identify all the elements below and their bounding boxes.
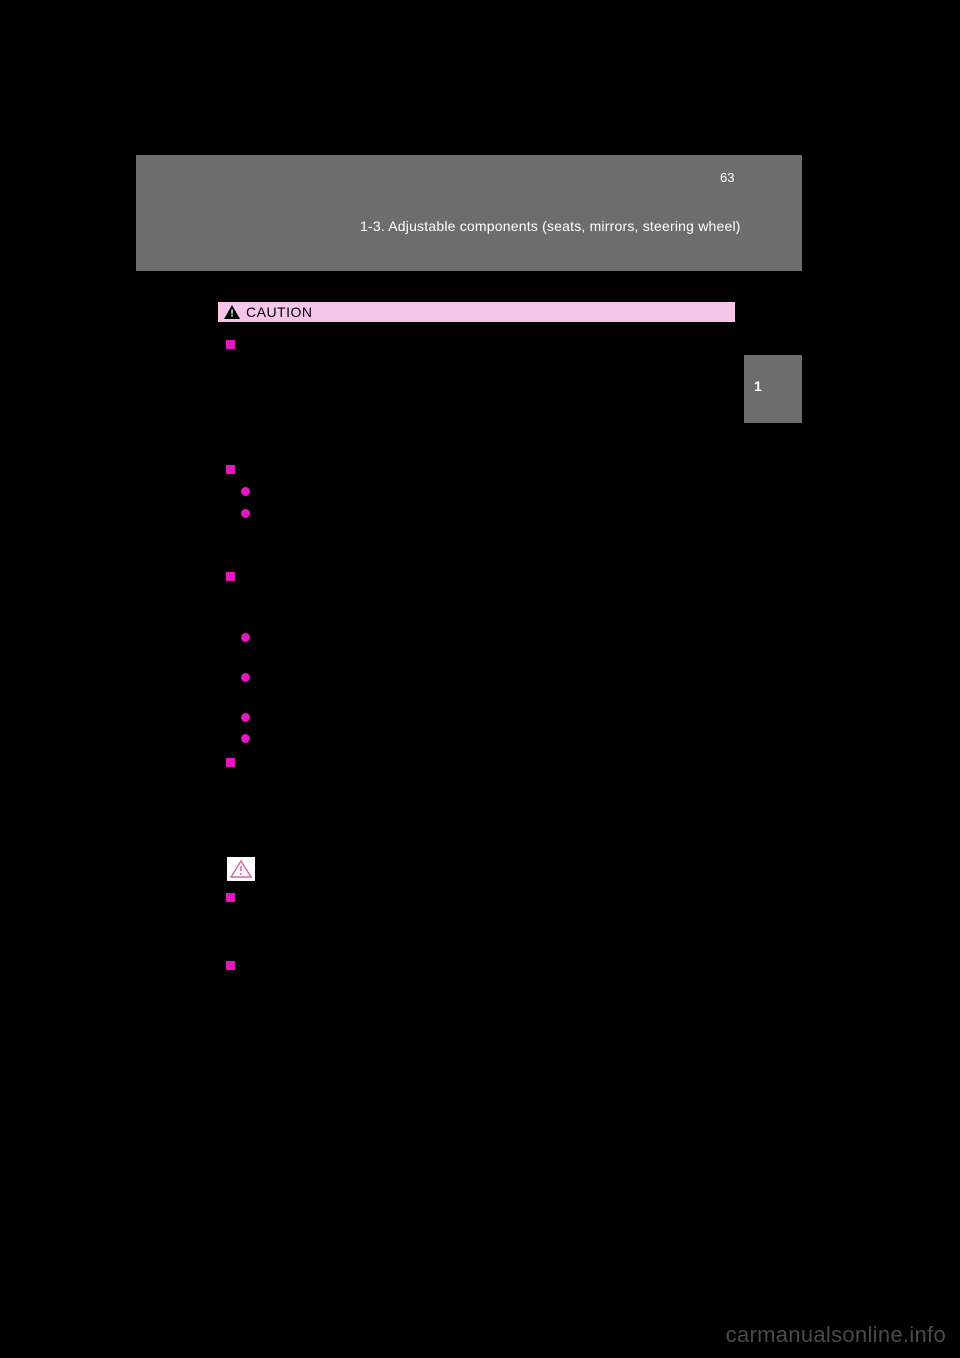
square-bullet-icon [226, 465, 235, 474]
bullet-text: Be sure to put on the seat belt correctl… [256, 731, 727, 749]
paragraph: Do not recline the seat more than necess… [226, 359, 727, 395]
chapter-label: Before driving [766, 440, 778, 515]
caution-label: CAUTION [246, 304, 313, 320]
section-title: Seat belt pretensioners [241, 890, 727, 908]
square-bullet-icon [226, 893, 235, 902]
warning-triangle-icon: ! [224, 305, 240, 319]
round-bullet-icon [241, 633, 250, 642]
warning-symbol-box [226, 856, 256, 882]
bullet-item: Inspect the seat belt system periodicall… [226, 506, 727, 559]
paragraph: Always make sure the shoulder belt is po… [226, 777, 727, 848]
bullet-item: Ensure that the belt is not twisted and … [226, 630, 727, 666]
square-bullet-icon [226, 758, 235, 767]
svg-text:!: ! [230, 309, 233, 320]
square-bullet-icon [226, 961, 235, 970]
section-heading: When using the third center seat belt [226, 569, 727, 587]
section-heading: Replacing the belt after the pretensione… [226, 958, 727, 976]
section-heading: Seat belt pretensioners [226, 890, 727, 908]
round-bullet-icon [241, 713, 250, 722]
warning-symbol-row [226, 856, 727, 882]
bullet-text: Do not use the buckle A for buckles othe… [256, 710, 727, 728]
body-text: Wearing a seat belt Do not recline the s… [218, 323, 735, 1015]
caution-header: ! CAUTION [218, 301, 735, 323]
section-title: Using a seat belt comfort guide [241, 755, 727, 773]
round-bullet-icon [241, 487, 250, 496]
watermark: carmanualsonline.info [726, 1322, 946, 1348]
bullet-text: Make sure the buckle A tab is securely l… [256, 670, 727, 706]
content-area: ! CAUTION Wearing a seat belt Do not rec… [218, 301, 735, 1015]
section-breadcrumb: 1-3. Adjustable components (seats, mirro… [360, 218, 741, 234]
square-bullet-icon [226, 340, 235, 349]
section-heading: Seat belt damage and wear [226, 462, 727, 480]
paragraph: If the pretensioner has activated, the S… [226, 912, 727, 948]
bullet-item: Do not damage the seat belts by allowing… [226, 484, 727, 502]
bullet-text: Ensure that the belt is not twisted and … [256, 630, 727, 666]
section-heading: Wearing a seat belt [226, 337, 727, 355]
round-bullet-icon [241, 734, 250, 743]
section-title: Replacing the belt after the pretensione… [241, 958, 727, 976]
chapter-tab [744, 355, 802, 423]
bullet-text: Inspect the seat belt system periodicall… [256, 506, 727, 559]
section-heading: Using a seat belt comfort guide [226, 755, 727, 773]
paragraph: Do not use the third center seat belt wi… [226, 591, 727, 627]
bullet-item: Make sure the buckle A tab is securely l… [226, 670, 727, 706]
section-title: When using the third center seat belt [241, 569, 727, 587]
paragraph: If the vehicle is involved in multiple c… [226, 980, 727, 1016]
round-bullet-icon [241, 509, 250, 518]
bullet-item: Be sure to put on the seat belt correctl… [226, 731, 727, 749]
round-bullet-icon [241, 673, 250, 682]
bullet-text: Do not damage the seat belts by allowing… [256, 484, 727, 502]
page-number: 63 [720, 170, 734, 185]
chapter-number: 1 [754, 378, 762, 394]
section-title: Seat belt damage and wear [241, 462, 727, 480]
header-band [136, 155, 802, 271]
bullet-item: Do not use the buckle A for buckles othe… [226, 710, 727, 728]
warning-outline-icon [230, 860, 252, 878]
section-title: Wearing a seat belt [241, 337, 727, 355]
square-bullet-icon [226, 572, 235, 581]
paragraph: If the seat is too reclined, the lap bel… [226, 398, 727, 451]
